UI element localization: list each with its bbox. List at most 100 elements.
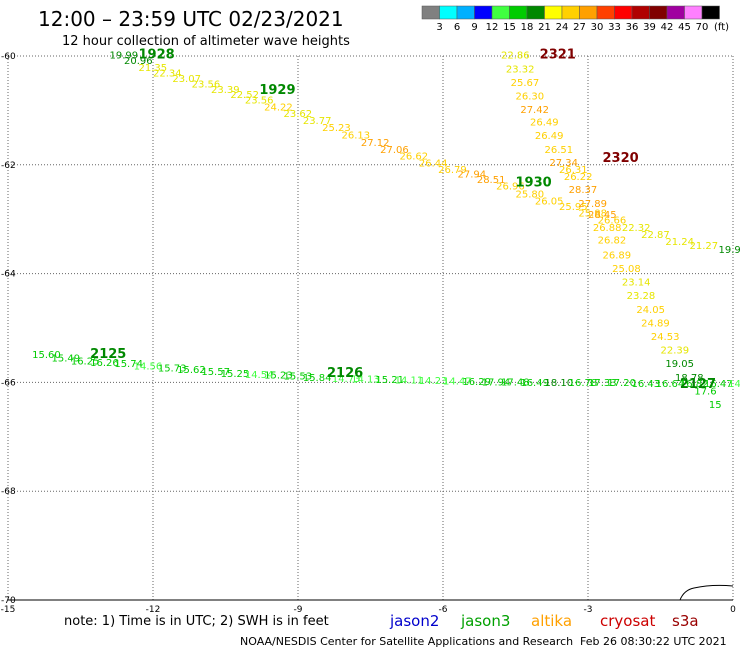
colorbar-swatch <box>684 5 703 20</box>
colorbar-swatch <box>666 5 685 20</box>
wave-height-value: 16.43 <box>632 379 661 390</box>
wave-height-value: 15.49 <box>52 354 81 365</box>
x-tick-label: -9 <box>294 605 303 615</box>
wave-height-value: 17.20 <box>607 378 636 389</box>
wave-height-value: 25.88 <box>578 208 607 219</box>
wave-height-value: 26.49 <box>535 131 564 142</box>
colorbar-swatch <box>421 5 440 20</box>
wave-height-value: 24.89 <box>641 318 670 329</box>
x-tick-label: -6 <box>439 605 448 615</box>
wave-height-value: 15.73 <box>158 364 187 375</box>
y-tick-label: -64 <box>1 270 16 280</box>
wave-height-value: 26.22 <box>564 172 593 183</box>
wave-height-value: 16.26 <box>90 358 119 369</box>
wave-height-value: 25.08 <box>612 264 641 275</box>
colorbar-tick: 3 <box>436 22 442 33</box>
wave-height-value: 15 <box>709 400 722 411</box>
wave-height-value: 27.34 <box>549 158 578 169</box>
wave-height-value: 26.51 <box>545 145 574 156</box>
colorbar-swatch <box>544 5 563 20</box>
wave-height-value: 22.32 <box>622 223 651 234</box>
pass-label: 2126 <box>327 366 363 381</box>
colorbar-tick: 21 <box>538 22 551 33</box>
coastline <box>679 584 734 601</box>
colorbar-tick: 39 <box>643 22 656 33</box>
wave-height-value: 16.64 <box>656 379 685 390</box>
credit-text: NOAA/NESDIS Center for Satellite Applica… <box>240 635 573 648</box>
wave-height-value: 26.82 <box>598 236 627 247</box>
x-tick-label: -3 <box>584 605 593 615</box>
wave-height-value: 26.44 <box>419 158 448 169</box>
wave-height-value: 18.10 <box>545 378 574 389</box>
wave-height-value: 22.87 <box>641 230 670 241</box>
colorbar-tick: 18 <box>521 22 534 33</box>
satellite-legend: jason2 jason3 altika cryosat s3a <box>389 612 699 630</box>
wave-height-value: 20.96 <box>124 56 153 67</box>
wave-height-value: 15.53 <box>284 372 313 383</box>
wave-height-value: 23.39 <box>211 85 240 96</box>
colorbar-tick: 42 <box>661 22 674 33</box>
wave-height-value: 15.84 <box>303 373 332 384</box>
colorbar-tick: 36 <box>626 22 639 33</box>
colorbar-tick: 30 <box>591 22 604 33</box>
wave-height-value: 21.27 <box>690 241 719 252</box>
x-tick-label: -15 <box>1 605 16 615</box>
colorbar-tick: 12 <box>486 22 499 33</box>
wave-height-value: 28.37 <box>569 185 598 196</box>
wave-height-value: 22.86 <box>501 51 530 62</box>
colorbar-tick: 45 <box>678 22 691 33</box>
colorbar-swatch <box>561 5 580 20</box>
wave-height-value: 26.79 <box>438 165 467 176</box>
pass-label: 1929 <box>259 83 295 98</box>
wave-height-value: 24.53 <box>651 332 680 343</box>
wave-height-value: 23.07 <box>172 74 201 85</box>
chart-title: 12:00 – 23:59 UTC 02/23/2021 <box>38 7 344 31</box>
wave-height-value: 26.89 <box>603 250 632 261</box>
wave-height-value: 23.14 <box>622 278 651 289</box>
colorbar-swatch <box>491 5 510 20</box>
wave-height-value: 22.52 <box>230 90 259 101</box>
wave-height-value: 16.78 <box>569 378 598 389</box>
colorbar-tick: 33 <box>608 22 621 33</box>
colorbar-swatch <box>439 5 458 20</box>
pass-label: 2321 <box>540 48 576 63</box>
wave-height-value: 21.35 <box>139 63 168 74</box>
colorbar-tick: 6 <box>454 22 460 33</box>
pass-label: 2127 <box>680 377 716 392</box>
wave-height-value: 25.23 <box>322 123 351 134</box>
x-tick-label: -12 <box>146 605 161 615</box>
wave-height-value: 17.48 <box>501 378 530 389</box>
wave-height-value: 27.94 <box>458 169 487 180</box>
wave-height-value: 16.29 <box>462 377 491 388</box>
wave-height-value: 26.88 <box>593 223 622 234</box>
colorbar-swatch <box>474 5 493 20</box>
colorbar-legend: 3 6 9 12 15 18 21 24 27 30 33 36 39 42 45 70 (ft) <box>421 5 729 33</box>
colorbar-tick: 15 <box>503 22 516 33</box>
wave-height-value: 26.13 <box>342 131 371 142</box>
wave-height-value: 14.54 <box>245 370 274 381</box>
wave-height-value: 26.31 <box>559 165 588 176</box>
colorbar-unit: (ft) <box>714 22 729 33</box>
wave-height-value: 25.95 <box>559 202 588 213</box>
colorbar-tick: 9 <box>471 22 477 33</box>
colorbar-swatch <box>596 5 615 20</box>
wave-height-value: 27.89 <box>578 199 607 210</box>
wave-height-value: 18.78 <box>675 373 704 384</box>
colorbar-swatch <box>509 5 528 20</box>
wave-height-value: 23.77 <box>303 116 332 127</box>
satellite-label: jason2 <box>389 612 439 630</box>
wave-height-value: 19.05 <box>665 359 694 370</box>
wave-height-value: 27.06 <box>380 145 409 156</box>
wave-height-value: 22.39 <box>661 346 690 357</box>
wave-height-value: 21.24 <box>665 237 694 248</box>
satellite-label: jason3 <box>460 612 510 630</box>
wave-height-value: 26.62 <box>400 151 429 162</box>
wave-height-value: 14.56 <box>134 361 163 372</box>
satellite-label: altika <box>531 612 572 630</box>
pass-label: 1930 <box>516 176 552 191</box>
wave-height-value: 22.34 <box>153 69 182 80</box>
wave-height-value: 15.74 <box>114 359 143 370</box>
wave-height-value: 16.82 <box>680 379 709 390</box>
wave-height-value: 26.96 <box>496 181 525 192</box>
